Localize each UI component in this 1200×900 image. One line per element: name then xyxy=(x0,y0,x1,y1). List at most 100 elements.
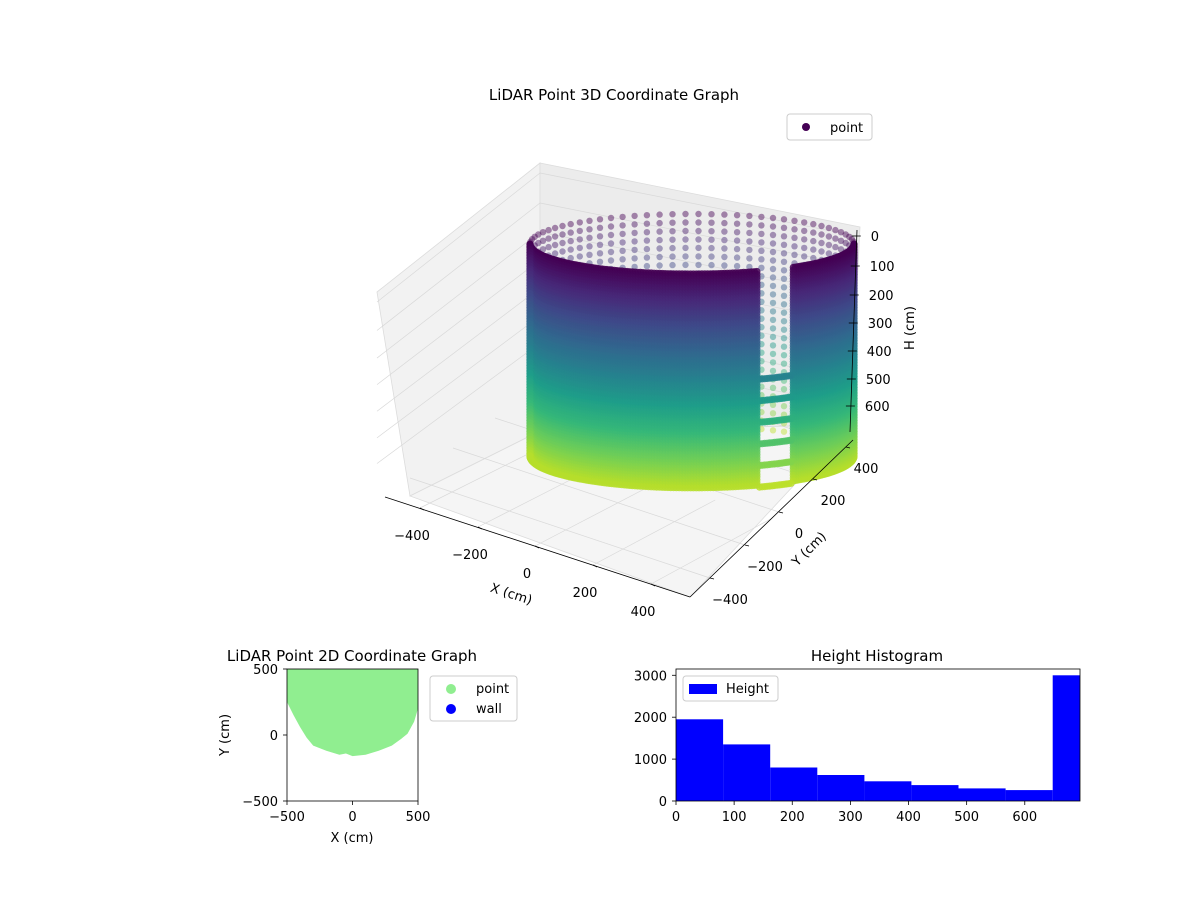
point-3d xyxy=(669,236,676,243)
point-3d xyxy=(780,403,788,410)
point-3d xyxy=(837,229,845,236)
point-3d xyxy=(780,216,788,223)
point-3d xyxy=(567,220,574,228)
point-3d xyxy=(791,226,798,233)
point-3d xyxy=(780,343,788,350)
point-3d xyxy=(682,261,689,269)
point-cloud xyxy=(526,210,858,492)
point-3d xyxy=(801,244,808,252)
point-3d xyxy=(607,223,615,230)
point-3d xyxy=(837,237,845,244)
point-3d xyxy=(643,212,651,219)
point-3d xyxy=(619,256,626,263)
point-3d xyxy=(780,309,788,316)
point-3d xyxy=(733,245,741,253)
point-3d xyxy=(769,240,777,247)
z-gridline-left-3d xyxy=(376,231,541,359)
point-3d xyxy=(780,241,788,248)
point-3d xyxy=(769,257,777,264)
point-3d xyxy=(780,233,788,240)
point-3d xyxy=(708,261,715,269)
point-3d xyxy=(818,222,825,230)
point-3d xyxy=(746,238,753,245)
point-3d xyxy=(682,227,689,235)
point-3d xyxy=(596,250,604,257)
point-3d xyxy=(576,219,583,226)
point-3d xyxy=(631,246,638,254)
point-3d xyxy=(631,212,638,220)
point-3d xyxy=(818,231,825,238)
point-3d xyxy=(733,229,741,236)
point-3d xyxy=(586,217,593,224)
point-3d xyxy=(656,253,663,261)
point-3d xyxy=(656,262,663,269)
point-3d xyxy=(746,255,753,262)
point-3d xyxy=(669,211,676,218)
point-3d xyxy=(780,352,788,359)
point-3d xyxy=(607,248,615,256)
point-3d xyxy=(733,220,741,227)
point-3d xyxy=(643,237,651,244)
point-3d xyxy=(695,236,702,243)
point-3d xyxy=(551,250,559,257)
z-gridline-back-3d xyxy=(539,172,857,237)
point-3d xyxy=(733,254,741,261)
point-3d xyxy=(832,243,839,251)
point-3d xyxy=(669,253,676,260)
point-3d xyxy=(780,267,788,274)
point-3d xyxy=(801,253,808,260)
point-3d xyxy=(769,316,777,324)
point-3d xyxy=(669,261,676,269)
point-3d xyxy=(669,219,676,226)
point-3d xyxy=(607,257,615,264)
point-3d xyxy=(769,333,777,341)
point-3d xyxy=(643,245,651,253)
point-3d xyxy=(780,301,788,308)
point-3d xyxy=(669,228,676,235)
point-3d xyxy=(643,220,651,227)
point-3d xyxy=(708,228,715,235)
point-3d xyxy=(596,233,604,240)
point-3d xyxy=(567,246,574,253)
point-3d xyxy=(769,223,777,230)
point-3d xyxy=(769,342,777,349)
point-3d xyxy=(780,360,788,367)
point-3d xyxy=(769,410,777,417)
point-3d xyxy=(842,239,849,247)
point-3d xyxy=(769,231,777,239)
point-3d xyxy=(769,350,777,358)
point-3d xyxy=(825,233,833,240)
z-gridline-left-3d xyxy=(376,259,541,385)
point-3d xyxy=(596,224,604,231)
point-3d xyxy=(769,384,777,391)
point-3d xyxy=(780,318,788,325)
point-3d xyxy=(545,226,552,234)
point-3d xyxy=(531,233,538,240)
point-3d xyxy=(780,258,788,265)
z-gridline-left-3d xyxy=(376,342,541,464)
point-3d xyxy=(596,258,604,265)
point-3d xyxy=(721,211,728,218)
point-3d xyxy=(631,238,638,245)
point-3d xyxy=(695,227,702,235)
point-3d xyxy=(643,229,651,236)
point-3d xyxy=(619,213,626,221)
point-3d xyxy=(832,235,839,242)
point-3d xyxy=(769,248,777,256)
point-3d xyxy=(758,247,765,254)
point-3d xyxy=(818,239,825,247)
point-3d xyxy=(682,244,689,252)
point-3d xyxy=(656,228,663,235)
point-3d xyxy=(656,219,663,227)
point-3d xyxy=(769,299,777,307)
point-3d xyxy=(586,234,593,241)
point-3d xyxy=(801,236,808,243)
point-3d xyxy=(746,212,753,220)
point-3d xyxy=(708,253,715,260)
point-3d xyxy=(769,274,777,281)
point-3d xyxy=(559,248,566,255)
point-3d xyxy=(746,246,753,254)
point-3d xyxy=(810,220,817,228)
point-3d xyxy=(545,235,552,242)
point-3d xyxy=(810,254,817,262)
